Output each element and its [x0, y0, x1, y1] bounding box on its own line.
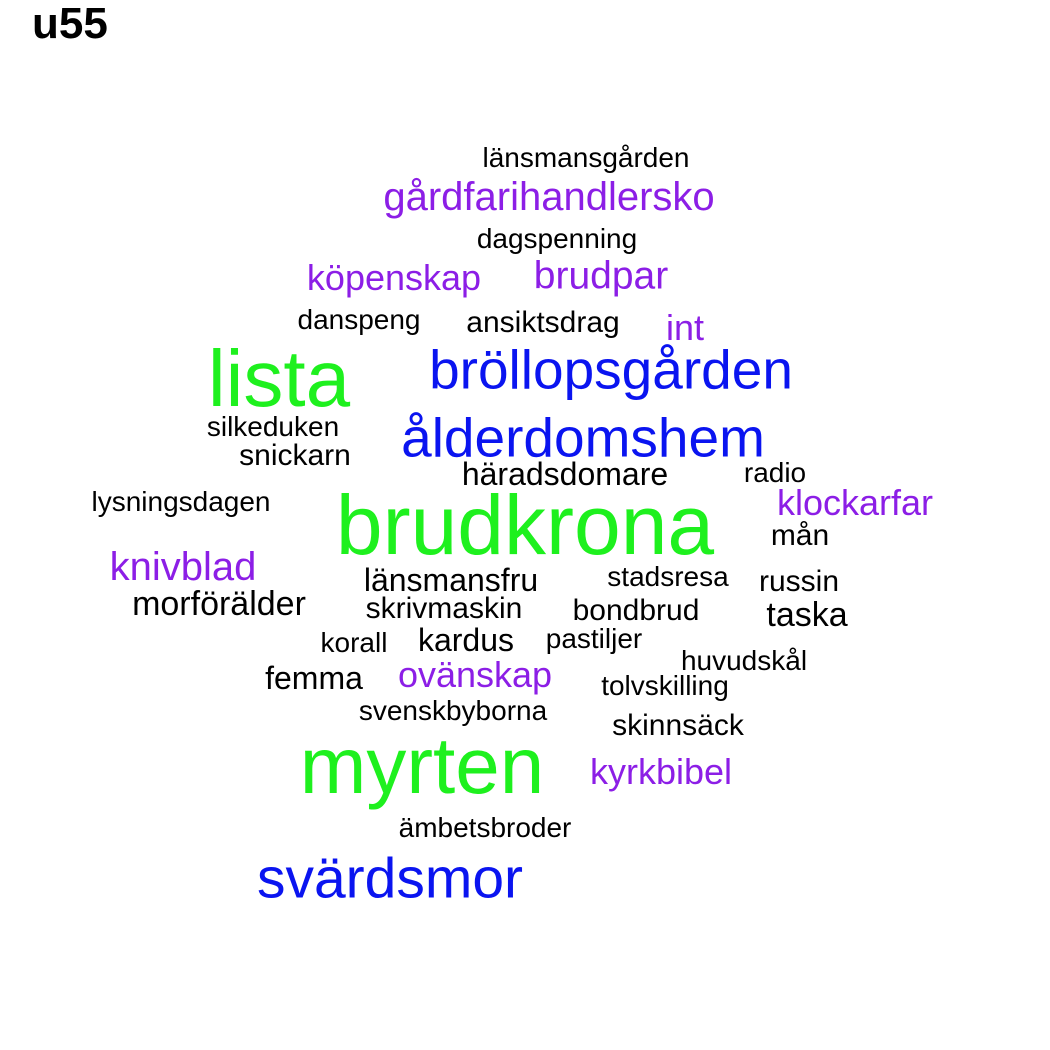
cloud-word: morförälder — [132, 585, 306, 623]
cloud-word: korall — [320, 627, 388, 658]
cloud-word: klockarfar — [776, 482, 934, 523]
cloud-word: kardus — [417, 622, 515, 658]
cloud-word: kyrkbibel — [589, 751, 733, 792]
cloud-word: stadsresa — [607, 561, 729, 592]
cloud-word: bröllopsgården — [429, 338, 793, 401]
cloud-word: taska — [766, 596, 848, 634]
cloud-word: mån — [770, 519, 830, 552]
cloud-word: myrten — [299, 721, 545, 810]
cloud-word: pastiljer — [545, 623, 643, 654]
cloud-word: dagspenning — [476, 223, 638, 254]
cloud-title: u55 — [32, 0, 108, 48]
cloud-word: femma — [265, 660, 363, 696]
cloud-word: brudkrona — [335, 478, 715, 572]
cloud-word: knivblad — [109, 545, 257, 589]
cloud-word: radio — [743, 457, 807, 488]
cloud-word: gårdfarihandlersko — [383, 175, 715, 219]
cloud-word: tolvskilling — [601, 670, 729, 701]
cloud-word: lista — [207, 334, 351, 423]
cloud-word: lysningsdagen — [91, 486, 271, 517]
cloud-word: brudpar — [533, 254, 669, 298]
cloud-word: köpenskap — [306, 257, 482, 298]
cloud-word: snickarn — [239, 439, 351, 472]
cloud-word: ålderdomshem — [401, 406, 765, 469]
cloud-word: danspeng — [297, 304, 421, 335]
cloud-word: häradsdomare — [461, 456, 669, 492]
cloud-word: ovänskap — [397, 654, 553, 695]
cloud-word: huvudskål — [680, 645, 808, 676]
cloud-word: bondbrud — [572, 594, 700, 627]
cloud-word: ansiktsdrag — [466, 306, 620, 339]
cloud-word: russin — [758, 565, 840, 598]
cloud-word: svenskbyborna — [358, 695, 548, 726]
cloud-word: länsmansfru — [363, 562, 539, 598]
cloud-word: skrivmaskin — [365, 592, 523, 625]
cloud-word: silkeduken — [206, 411, 340, 442]
cloud-word: ämbetsbroder — [398, 812, 572, 843]
cloud-word: svärdsmor — [256, 846, 524, 911]
cloud-word: skinnsäck — [612, 709, 744, 742]
cloud-word: int — [665, 307, 705, 348]
cloud-word: länsmansgården — [482, 142, 690, 173]
